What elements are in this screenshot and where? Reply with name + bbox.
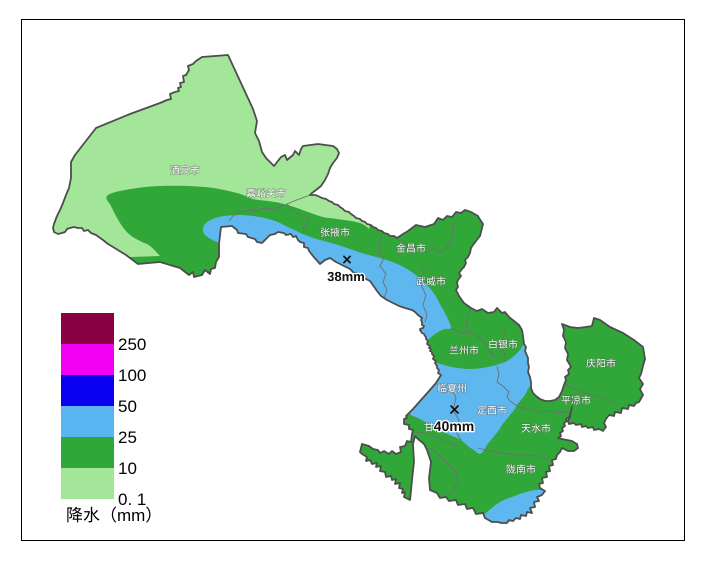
svg-text:0. 1: 0. 1 — [118, 490, 146, 509]
svg-text:100: 100 — [118, 366, 146, 385]
svg-text:250: 250 — [118, 335, 146, 354]
svg-text:10: 10 — [118, 459, 137, 478]
svg-text:50: 50 — [118, 397, 137, 416]
svg-text:mm: mm — [117, 506, 145, 525]
svg-text:25: 25 — [118, 428, 137, 447]
